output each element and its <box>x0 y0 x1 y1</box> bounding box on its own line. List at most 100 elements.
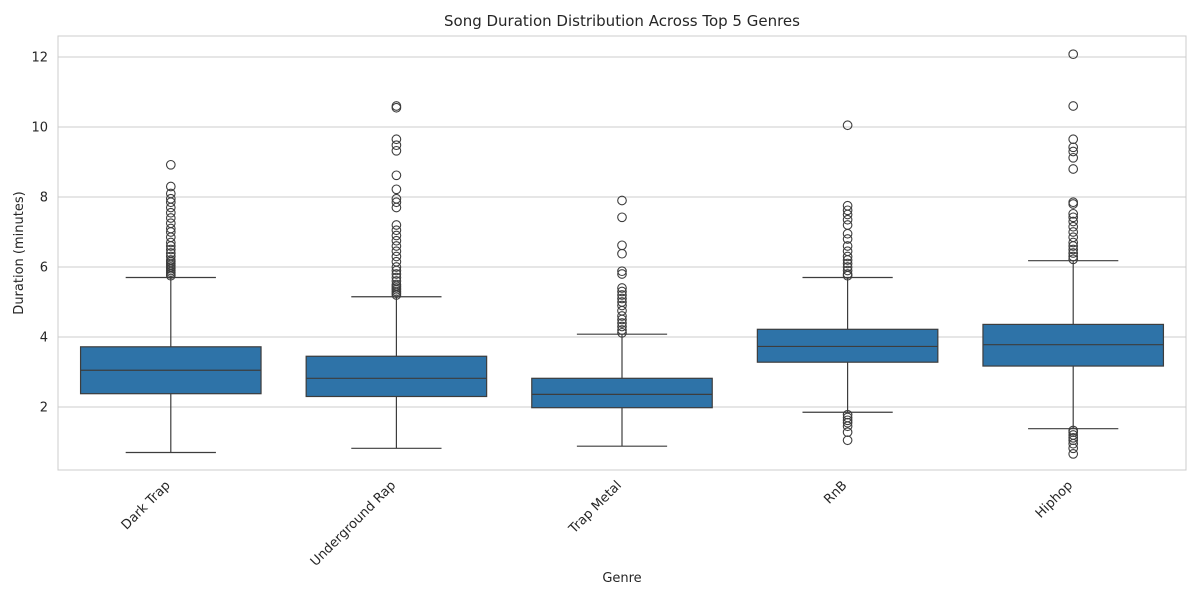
outlier-point <box>842 258 853 269</box>
outlier-point <box>842 435 853 446</box>
outlier-point <box>391 197 402 208</box>
outlier-point <box>842 200 853 211</box>
outlier-point <box>391 279 402 290</box>
outlier-point <box>617 240 627 251</box>
outlier-point <box>1068 152 1079 163</box>
y-tick-labels: 2 4 6 8 10 12 <box>31 51 48 416</box>
y-tick-label: 8 <box>40 191 48 206</box>
outlier-point <box>1068 435 1079 446</box>
outlier-point <box>1068 208 1079 219</box>
outlier-point <box>165 244 176 255</box>
y-tick-label: 6 <box>40 261 48 276</box>
boxes-layer <box>79 49 1165 459</box>
outlier-point <box>165 218 176 229</box>
outlier-point <box>842 262 853 272</box>
outlier-point <box>1068 134 1079 145</box>
outlier-point <box>391 269 402 279</box>
outlier-point <box>1068 101 1079 111</box>
outlier-point <box>391 101 402 111</box>
outlier-point <box>1068 146 1079 157</box>
outlier-point <box>391 230 402 241</box>
outlier-point <box>391 256 402 267</box>
outlier-point <box>1068 443 1079 454</box>
box-underground-rap <box>305 101 488 449</box>
outlier-point <box>391 246 402 257</box>
outlier-point <box>391 145 402 156</box>
outlier-point <box>165 193 176 204</box>
outlier-point <box>165 237 176 248</box>
outlier-point <box>1068 254 1079 265</box>
outlier-point <box>842 269 853 279</box>
outlier-point <box>165 223 176 234</box>
outlier-point <box>842 241 853 251</box>
iqr-box <box>756 328 939 363</box>
outlier-point <box>1068 227 1079 237</box>
outlier-point <box>1068 425 1079 436</box>
outlier-point <box>617 311 627 321</box>
x-axis-label: Genre <box>602 571 641 586</box>
outlier-point <box>391 220 402 230</box>
outlier-point <box>165 181 176 192</box>
outlier-point <box>1068 221 1079 232</box>
y-axis-label: Duration (minutes) <box>12 191 27 314</box>
outlier-point <box>617 212 627 223</box>
y-tick-label: 2 <box>40 401 48 416</box>
outlier-point <box>391 140 402 151</box>
iqr-box <box>305 355 488 398</box>
outlier-point <box>842 417 853 428</box>
outlier-point <box>617 321 627 332</box>
outlier-point <box>842 120 853 131</box>
outlier-point <box>617 266 627 277</box>
outlier-point <box>617 327 627 338</box>
outlier-point <box>391 235 402 246</box>
y-tick-label: 12 <box>31 51 48 66</box>
outlier-point <box>842 265 853 276</box>
outlier-point <box>1068 49 1079 60</box>
outlier-point <box>617 286 627 297</box>
box-trap-metal <box>531 195 713 447</box>
outlier-point <box>391 251 402 262</box>
outlier-point <box>842 412 853 423</box>
chart-title: Song Duration Distribution Across Top 5 … <box>444 12 800 30</box>
outlier-point <box>842 246 853 257</box>
outlier-point <box>391 170 402 181</box>
outlier-point <box>1068 142 1079 153</box>
outlier-point <box>842 409 853 420</box>
y-tick-label: 4 <box>40 331 48 346</box>
outlier-point <box>842 205 853 216</box>
outlier-point <box>165 255 176 265</box>
outlier-point <box>842 234 853 244</box>
iqr-box <box>531 377 713 409</box>
outlier-point <box>1068 432 1079 443</box>
outlier-point <box>391 134 402 145</box>
outlier-point <box>617 290 627 300</box>
outlier-point <box>391 193 402 204</box>
outlier-point <box>617 297 627 307</box>
outlier-point <box>1068 197 1079 208</box>
outlier-point <box>1068 216 1079 227</box>
box-dark-trap <box>79 159 262 454</box>
outlier-point <box>1068 212 1079 223</box>
outlier-point <box>1068 430 1079 440</box>
outlier-point <box>165 188 176 199</box>
outlier-point <box>165 159 176 170</box>
outlier-point <box>391 225 402 236</box>
outlier-point <box>842 427 853 438</box>
outlier-point <box>1068 248 1079 258</box>
outlier-point <box>1068 232 1079 243</box>
outlier-point <box>1068 244 1079 255</box>
y-tick-label: 10 <box>31 121 48 136</box>
outlier-point <box>391 272 402 283</box>
outlier-point <box>165 251 176 262</box>
outlier-point <box>617 195 627 206</box>
outlier-point <box>617 325 627 335</box>
outlier-point <box>842 415 853 426</box>
outlier-point <box>391 184 402 195</box>
outlier-point <box>617 283 627 293</box>
box-hiphop <box>982 49 1165 459</box>
outlier-point <box>1068 164 1079 174</box>
outlier-point <box>842 214 853 225</box>
outlier-point <box>617 300 627 311</box>
outlier-point <box>391 241 402 251</box>
